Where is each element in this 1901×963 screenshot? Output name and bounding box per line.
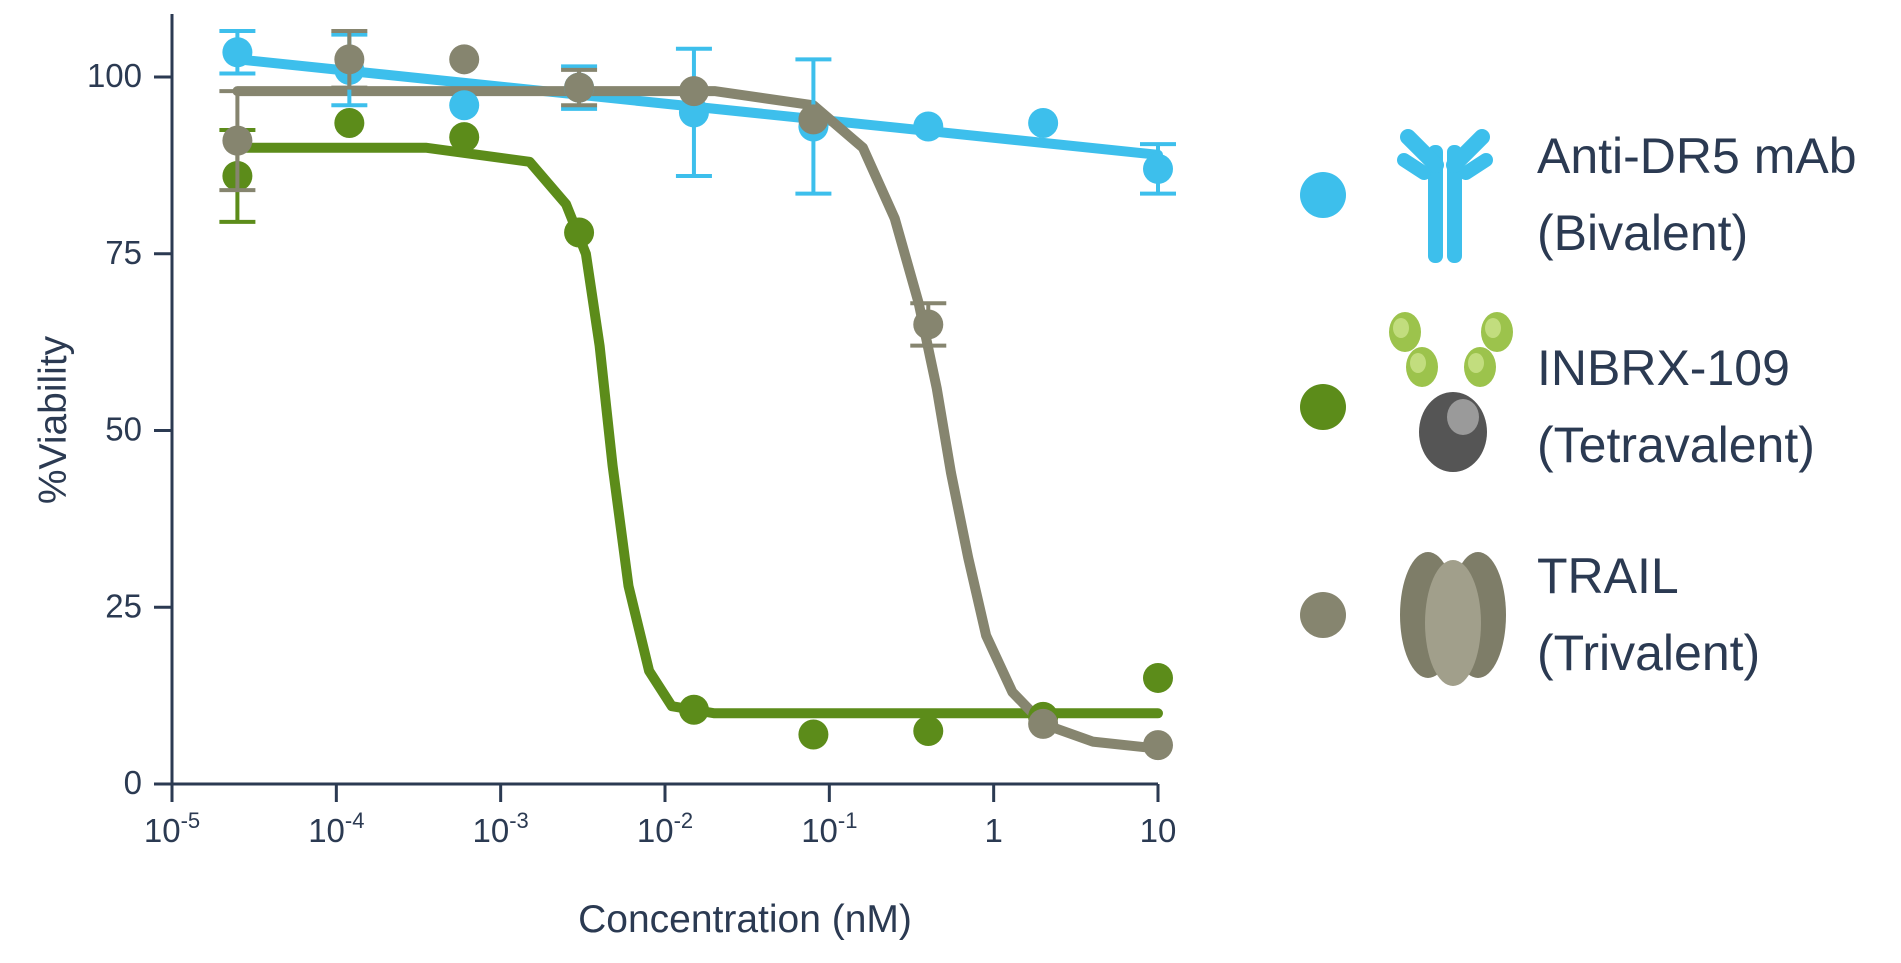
legend-item-0: Anti-DR5 mAb (Bivalent) <box>1300 128 1857 263</box>
x-tick-label: 10 <box>1140 812 1177 849</box>
data-point <box>334 44 365 75</box>
legend-marker <box>1300 384 1346 430</box>
legend-item-1: INBRX-109 (Tetravalent) <box>1300 312 1815 473</box>
x-tick-label: 10-4 <box>308 808 364 849</box>
data-point <box>449 90 480 121</box>
y-tick-label: 75 <box>105 234 142 271</box>
tetravalent-protein-icon <box>1389 312 1513 472</box>
y-tick-label: 25 <box>105 587 142 624</box>
legend-marker <box>1300 172 1346 218</box>
x-tick-label: 1 <box>984 812 1002 849</box>
data-point <box>913 111 944 142</box>
data-point <box>798 719 829 750</box>
data-point <box>449 44 480 75</box>
data-point <box>564 72 595 103</box>
data-point <box>798 104 829 135</box>
x-tick-label: 10-3 <box>473 808 529 849</box>
data-point <box>564 217 595 248</box>
legend-label: Anti-DR5 mAb <box>1537 128 1857 184</box>
x-tick-label: 10-2 <box>637 808 693 849</box>
x-axis-title: Concentration (nM) <box>578 898 912 941</box>
antibody-icon <box>1397 129 1493 263</box>
data-point <box>222 125 253 156</box>
binding-domain-highlight <box>1410 353 1426 373</box>
y-tick-label: 100 <box>87 57 142 94</box>
antibody-arm <box>1446 129 1490 173</box>
y-tick-label: 50 <box>105 411 142 448</box>
legend-marker <box>1300 592 1346 638</box>
data-point <box>678 694 709 725</box>
antibody-heavy-chain <box>1428 145 1443 263</box>
antibody-heavy-chain <box>1447 145 1462 263</box>
legend-label: INBRX-109 <box>1537 340 1790 396</box>
data-point <box>1143 153 1173 184</box>
data-point <box>1028 708 1059 739</box>
y-tick-label: 0 <box>124 764 142 801</box>
binding-domain-highlight <box>1468 353 1484 373</box>
axes: 0 25 50 75 100 10-5 10-4 10-3 10-2 10-1 1 10 Concent… <box>32 14 1176 941</box>
antibody-arm <box>1400 129 1444 173</box>
x-tick-label: 10-5 <box>144 808 200 849</box>
binding-domain-highlight <box>1485 318 1501 338</box>
fit-curve-1 <box>232 142 1163 719</box>
x-tick-label: 10-1 <box>801 808 857 849</box>
data-point <box>913 715 944 746</box>
legend: Anti-DR5 mAb (Bivalent) INBRX-109 (Tetraval… <box>1300 128 1857 686</box>
antibody-light-chain <box>1397 153 1431 180</box>
legend-label: TRAIL <box>1537 548 1679 604</box>
plot-area <box>219 29 1176 761</box>
antibody-light-chain <box>1459 153 1493 180</box>
binding-domain-highlight <box>1393 318 1409 338</box>
trimer-icon <box>1400 552 1506 686</box>
legend-item-2: TRAIL (Trivalent) <box>1300 548 1760 686</box>
data-point <box>334 107 365 138</box>
data-point <box>1028 107 1059 138</box>
data-point <box>1143 730 1173 761</box>
legend-sublabel: (Tetravalent) <box>1537 417 1815 473</box>
y-axis-title: %Viability <box>32 335 75 504</box>
trimer-subunit <box>1425 560 1481 686</box>
data-point <box>678 97 709 128</box>
fc-region-highlight <box>1447 399 1479 435</box>
data-point <box>1143 662 1173 693</box>
legend-sublabel: (Trivalent) <box>1537 625 1760 681</box>
data-point <box>678 76 709 107</box>
legend-sublabel: (Bivalent) <box>1537 205 1748 261</box>
data-point <box>222 37 253 68</box>
data-point <box>449 122 480 153</box>
data-point <box>913 309 944 340</box>
fit-curve-2 <box>232 86 1163 754</box>
